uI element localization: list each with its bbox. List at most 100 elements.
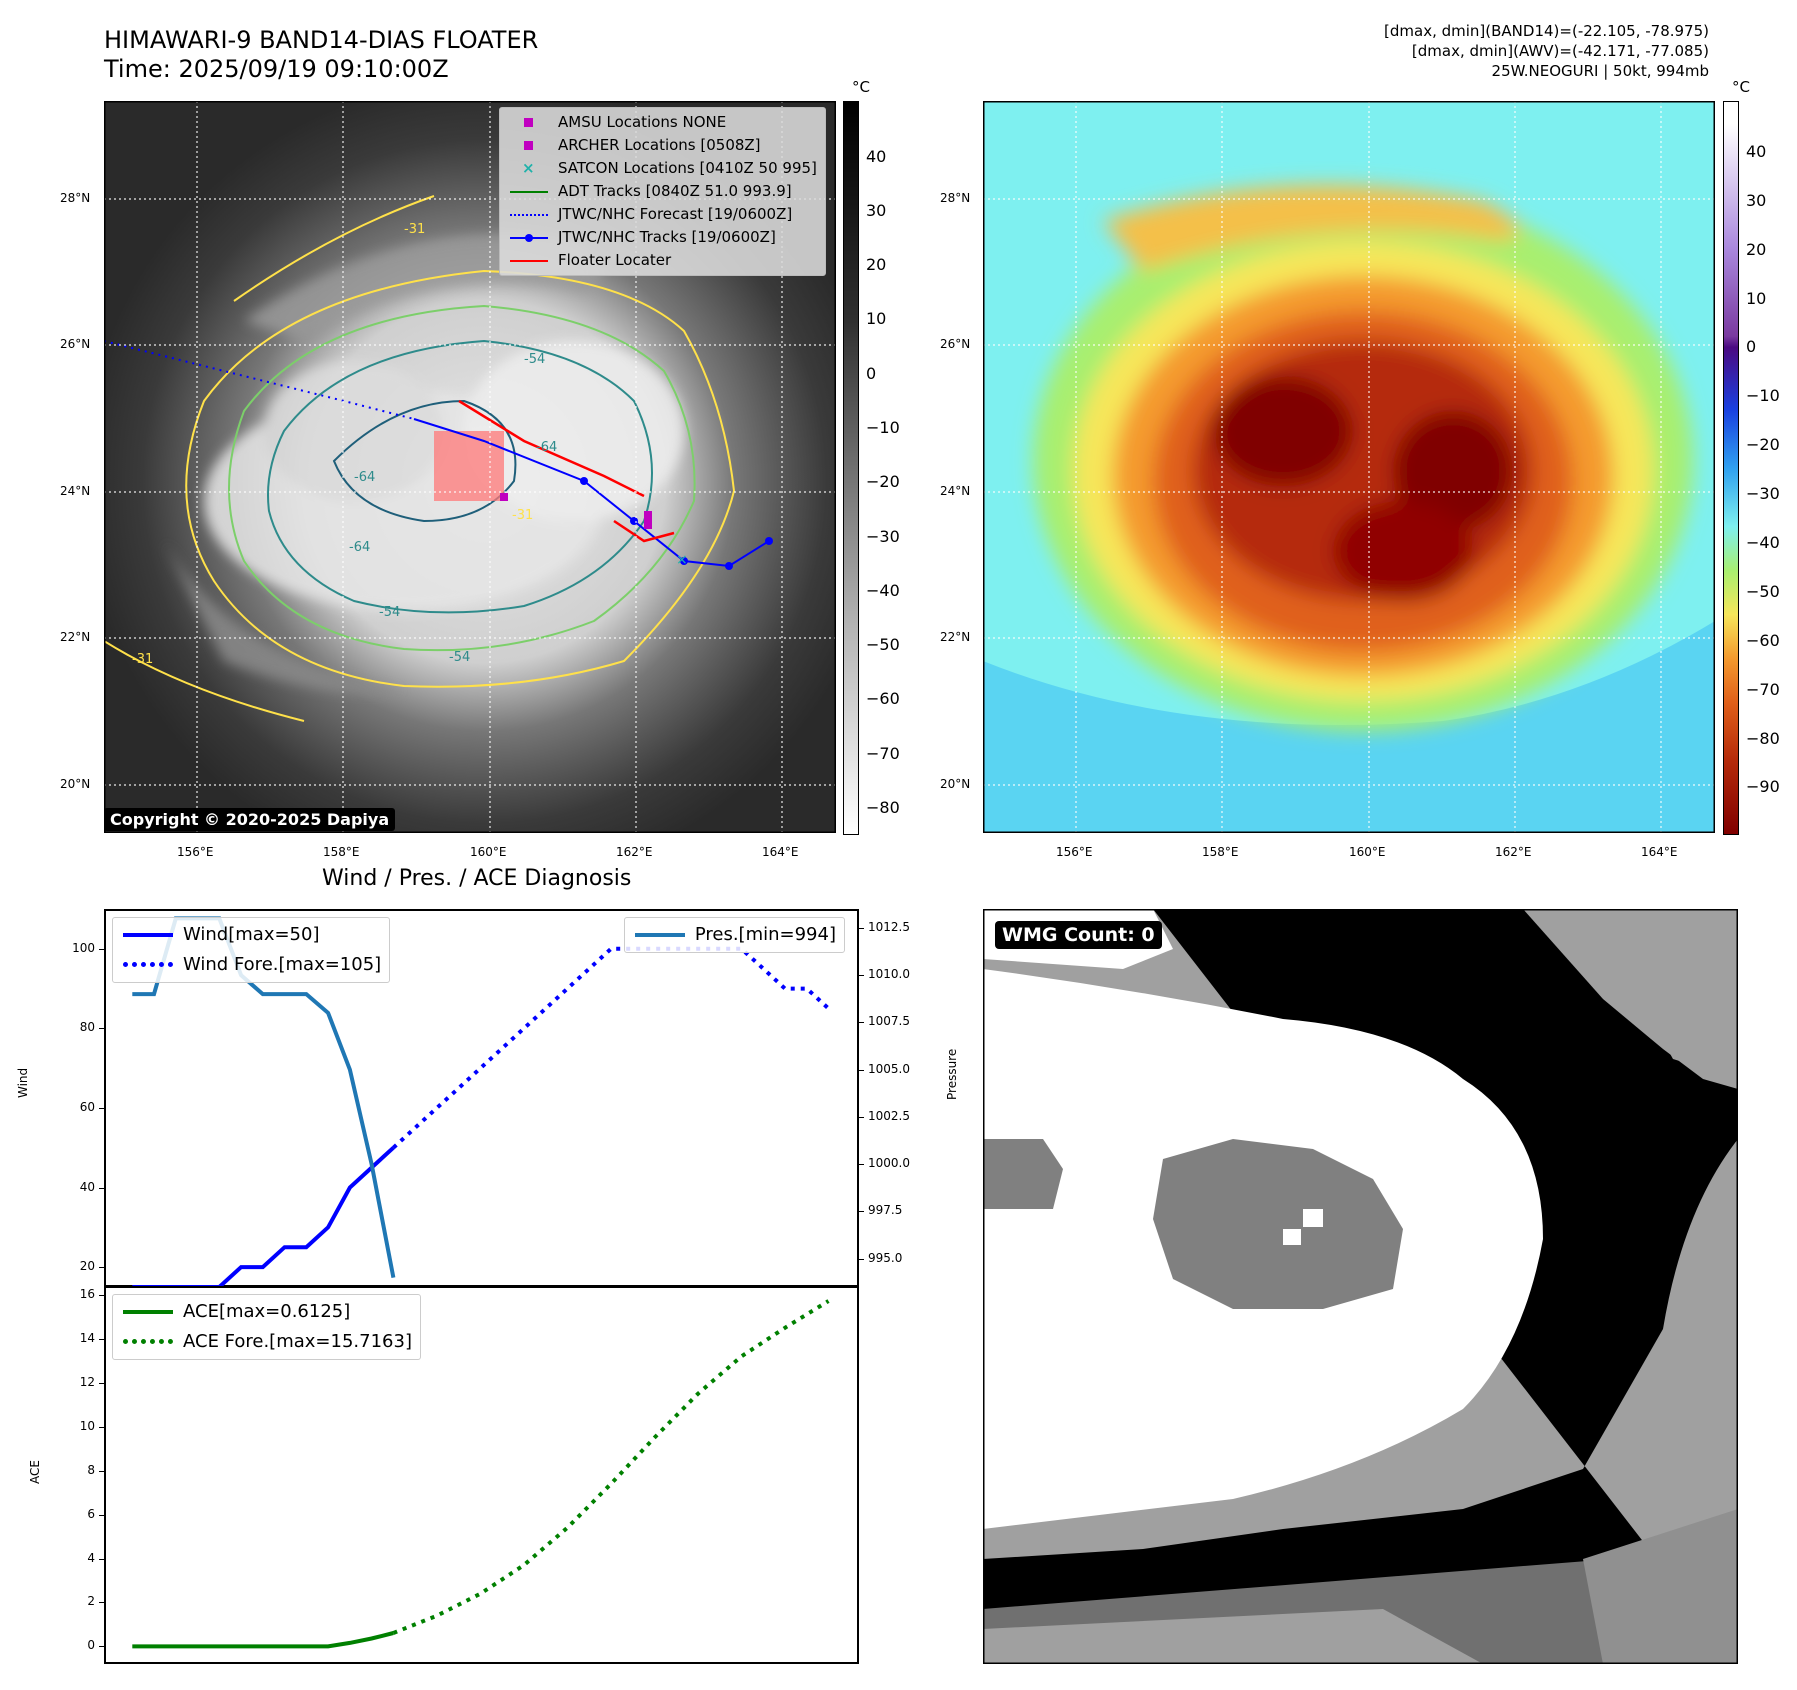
awv-colorbar — [1723, 101, 1739, 835]
axis-tick-mark — [99, 1107, 104, 1109]
legend-item-ace-forecast: ACE Fore.[max=15.7163] — [121, 1327, 412, 1357]
awv-colorbar-tick: −90 — [1746, 777, 1780, 796]
lat-tick: 28°N — [60, 191, 91, 205]
axis-tick-label: 10 — [79, 1418, 95, 1433]
axis-tick-label: 1010.0 — [868, 967, 910, 982]
legend-line — [121, 920, 177, 950]
ir-colorbar-tick: −30 — [866, 527, 900, 546]
axis-tick-mark — [859, 1164, 864, 1166]
axis-tick-mark — [99, 1602, 104, 1604]
awv-colorbar-tick: 30 — [1746, 191, 1767, 210]
ir-colorbar-tick: 20 — [866, 255, 887, 274]
axis-tick-label: 8 — [87, 1462, 95, 1477]
ir-satellite-panel: × -31 -54 -64 -64 -54 -31 -64 -54 -31 — [104, 101, 836, 833]
ace-legend: ACE[max=0.6125] ACE Fore.[max=15.7163] — [112, 1294, 421, 1360]
awv-colorbar-tick: −40 — [1746, 533, 1780, 552]
contour-label: -54 — [379, 605, 400, 620]
contour-label: -31 — [512, 508, 533, 523]
axis-tick-mark — [859, 927, 864, 929]
legend-line-dotted — [121, 950, 177, 980]
lat-tick: 24°N — [60, 484, 91, 498]
lon-tick: 162°E — [1495, 845, 1532, 859]
awv-image — [983, 101, 1715, 833]
legend-label: SATCON Locations [0410Z 50 995] — [558, 159, 817, 177]
lat-tick: 20°N — [60, 777, 91, 791]
axis-tick-mark — [859, 1069, 864, 1071]
axis-tick-mark — [99, 1294, 104, 1296]
awv-colorbar-tick: −20 — [1746, 435, 1780, 454]
axis-tick-label: 1007.5 — [868, 1014, 910, 1029]
axis-tick-mark — [859, 975, 864, 977]
ace-axis-label: ACE — [28, 1460, 42, 1484]
info-line3: 25W.NEOGURI | 50kt, 994mb — [1491, 62, 1709, 80]
lon-tick: 164°E — [1641, 845, 1678, 859]
copyright-label: Copyright © 2020-2025 Dapiya — [104, 808, 396, 831]
legend-line — [508, 180, 552, 203]
lon-tick: 164°E — [762, 845, 799, 859]
axis-tick-mark — [99, 1558, 104, 1560]
figure-title-line2: Time: 2025/09/19 09:10:00Z — [104, 55, 449, 83]
legend-marker-square — [508, 111, 552, 134]
svg-text:×: × — [676, 552, 688, 568]
legend-item-forecast: JTWC/NHC Forecast [19/0600Z] — [508, 203, 817, 226]
axis-tick-label: 0 — [87, 1638, 95, 1653]
lat-tick: 22°N — [60, 630, 91, 644]
wmg-count-badge: WMG Count: 0 — [995, 921, 1162, 949]
axis-tick-mark — [99, 1470, 104, 1472]
ir-colorbar-tick: 30 — [866, 201, 887, 220]
lat-tick: 20°N — [940, 777, 971, 791]
ir-colorbar-tick: 40 — [866, 147, 887, 166]
axis-tick-label: 2 — [87, 1594, 95, 1609]
axis-tick-label: 1005.0 — [868, 1061, 910, 1076]
lat-tick: 26°N — [940, 337, 971, 351]
axis-tick-label: 1002.5 — [868, 1108, 910, 1123]
legend-item-ace: ACE[max=0.6125] — [121, 1297, 412, 1327]
axis-tick-mark — [859, 1022, 864, 1024]
legend-line-marker — [508, 226, 552, 249]
legend-item-pressure: Pres.[min=994] — [633, 920, 836, 950]
axis-tick-mark — [99, 1187, 104, 1189]
legend-marker-x: × — [522, 159, 535, 177]
wind-axis-label: Wind — [16, 1067, 30, 1098]
series-line-0 — [132, 1146, 395, 1287]
wmg-panel: WMG Count: 0 — [983, 909, 1738, 1664]
lat-tick: 22°N — [940, 630, 971, 644]
ir-colorbar-tick: −70 — [866, 744, 900, 763]
contour-label: -64 — [349, 540, 370, 555]
axis-tick-label: 40 — [79, 1179, 95, 1194]
legend-line-dotted — [121, 1327, 177, 1357]
legend-item-amsu: AMSU Locations NONE — [508, 111, 817, 134]
axis-tick-mark — [859, 1211, 864, 1213]
contour-label: -64 — [536, 440, 557, 455]
awv-colorbar-tick: 0 — [1746, 337, 1757, 356]
awv-colorbar-tick: −80 — [1746, 729, 1780, 748]
lat-tick: 28°N — [940, 191, 971, 205]
ir-colorbar-unit: °C — [852, 78, 870, 96]
legend-item-archer: ARCHER Locations [0508Z] — [508, 134, 817, 157]
axis-tick-label: 14 — [79, 1330, 95, 1345]
lon-tick: 156°E — [177, 845, 214, 859]
legend-label: JTWC/NHC Tracks [19/0600Z] — [558, 228, 776, 246]
legend-item-wind: Wind[max=50] — [121, 920, 381, 950]
legend-line — [121, 1297, 177, 1327]
lon-tick: 158°E — [1202, 845, 1239, 859]
info-line2: [dmax, dmin](AWV)=(-42.171, -77.085) — [1411, 42, 1709, 60]
legend-line-dotted — [508, 203, 552, 226]
figure-title-line1: HIMAWARI-9 BAND14-DIAS FLOATER — [104, 26, 539, 54]
axis-tick-mark — [99, 1338, 104, 1340]
info-line1: [dmax, dmin](BAND14)=(-22.105, -78.975) — [1384, 22, 1709, 40]
lon-tick: 156°E — [1056, 845, 1093, 859]
axis-tick-label: 12 — [79, 1374, 95, 1389]
axis-tick-mark — [99, 1267, 104, 1269]
awv-colorbar-tick: 40 — [1746, 142, 1767, 161]
axis-tick-mark — [99, 1514, 104, 1516]
diagnosis-title: Wind / Pres. / ACE Diagnosis — [322, 866, 632, 891]
legend-label: ACE[max=0.6125] — [183, 1301, 351, 1322]
ace-chart: ACE[max=0.6125] ACE Fore.[max=15.7163] — [104, 1286, 859, 1664]
ir-colorbar-tick: −60 — [866, 689, 900, 708]
ir-colorbar — [843, 101, 859, 835]
wind-pressure-chart: Wind[max=50] Wind Fore.[max=105] Pres.[m… — [104, 909, 859, 1287]
wind-legend: Wind[max=50] Wind Fore.[max=105] — [112, 917, 391, 983]
ir-colorbar-tick: −20 — [866, 472, 900, 491]
axis-tick-label: 100 — [72, 940, 95, 955]
